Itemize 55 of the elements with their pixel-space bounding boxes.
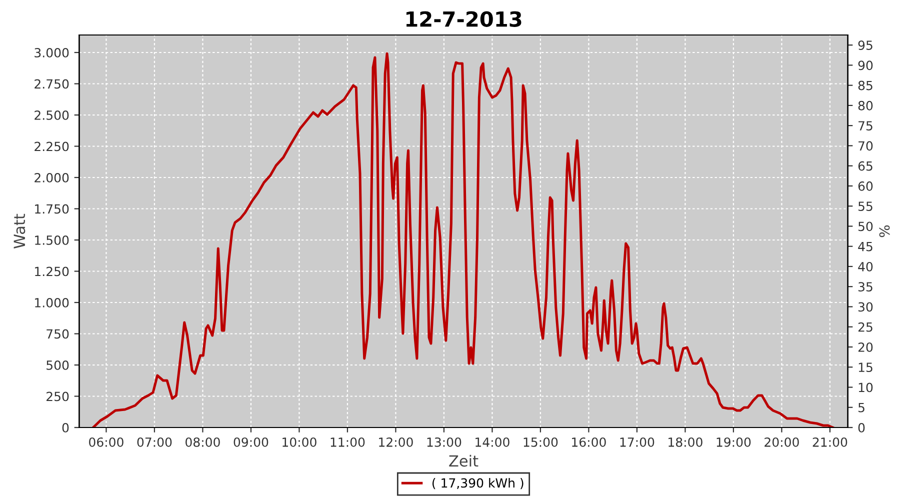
x-tick-label: 06:00: [89, 437, 124, 447]
x-tick-label: 20:00: [764, 437, 799, 447]
y2-tick-label: 45: [858, 242, 872, 252]
x-tick-label: 09:00: [234, 437, 268, 447]
y-tick-label: 3.000: [34, 48, 69, 58]
x-tick-label: 15:00: [524, 437, 558, 447]
y2-tick-label: 50: [858, 222, 873, 232]
y2-tick-label: 90: [858, 60, 873, 70]
y-tick-label: 2.750: [34, 79, 69, 89]
y-tick-label: 2.250: [34, 142, 69, 152]
y2-tick-label: 65: [858, 161, 872, 171]
y2-tick-label: 10: [858, 382, 873, 392]
chart-title: 12-7-2013: [406, 11, 522, 27]
line-series: [92, 52, 834, 428]
y2-tick-label: 0: [858, 422, 865, 432]
y2-tick-label: 5: [858, 403, 864, 412]
y-tick-label: 1.500: [35, 235, 69, 245]
y-tick-label: 2.500: [34, 110, 69, 120]
x-tick-label: 17:00: [620, 437, 654, 447]
x-tick-label: 08:00: [186, 437, 220, 447]
legend-label: ( 17,390 kWh ): [432, 478, 524, 490]
x-tick-label: 13:00: [427, 437, 462, 447]
y2-tick-label: 80: [858, 100, 873, 110]
y2-tick-label: 55: [858, 202, 872, 212]
y-tick-label: 750: [46, 329, 69, 339]
y-tick-label: 1.000: [35, 298, 69, 308]
x-tick-label: 19:00: [716, 437, 751, 447]
x-tick-label: 07:00: [137, 437, 172, 447]
y2-tick-label: 75: [858, 121, 872, 131]
x-tick-label: 21:00: [812, 437, 848, 447]
y2-tick-label: 25: [858, 322, 872, 332]
x-tick-label: 12:00: [379, 437, 413, 447]
y2-tick-label: 85: [858, 80, 872, 90]
x-tick-label: 11:00: [330, 437, 365, 447]
x-tick-label: 18:00: [668, 437, 702, 447]
y-tick-label: 250: [46, 392, 69, 402]
y2-tick-label: 70: [858, 141, 873, 151]
y-tick-label: 1.250: [35, 266, 69, 276]
y-tick-label: 1.750: [35, 204, 69, 214]
y2-tick-label: 20: [858, 342, 873, 352]
y-tick-label: 500: [46, 360, 69, 370]
y2-tick-label: 95: [858, 40, 872, 50]
x-tick-label: 10:00: [282, 437, 316, 447]
y2-tick-label: 30: [858, 302, 873, 312]
y2-tick-label: 15: [858, 362, 872, 372]
y-axis-title: Watt: [14, 214, 26, 248]
y2-tick-label: 40: [858, 262, 873, 272]
x-axis-title: Zeit: [449, 454, 478, 467]
y2-tick-label: 60: [858, 181, 873, 191]
x-tick-label: 14:00: [476, 437, 510, 447]
y-tick-label: 2.000: [34, 172, 69, 182]
y2-tick-label: 35: [858, 282, 872, 292]
y-tick-label: 0: [62, 422, 69, 432]
x-tick-label: 16:00: [572, 437, 606, 447]
y2-axis-title: %: [879, 225, 890, 238]
